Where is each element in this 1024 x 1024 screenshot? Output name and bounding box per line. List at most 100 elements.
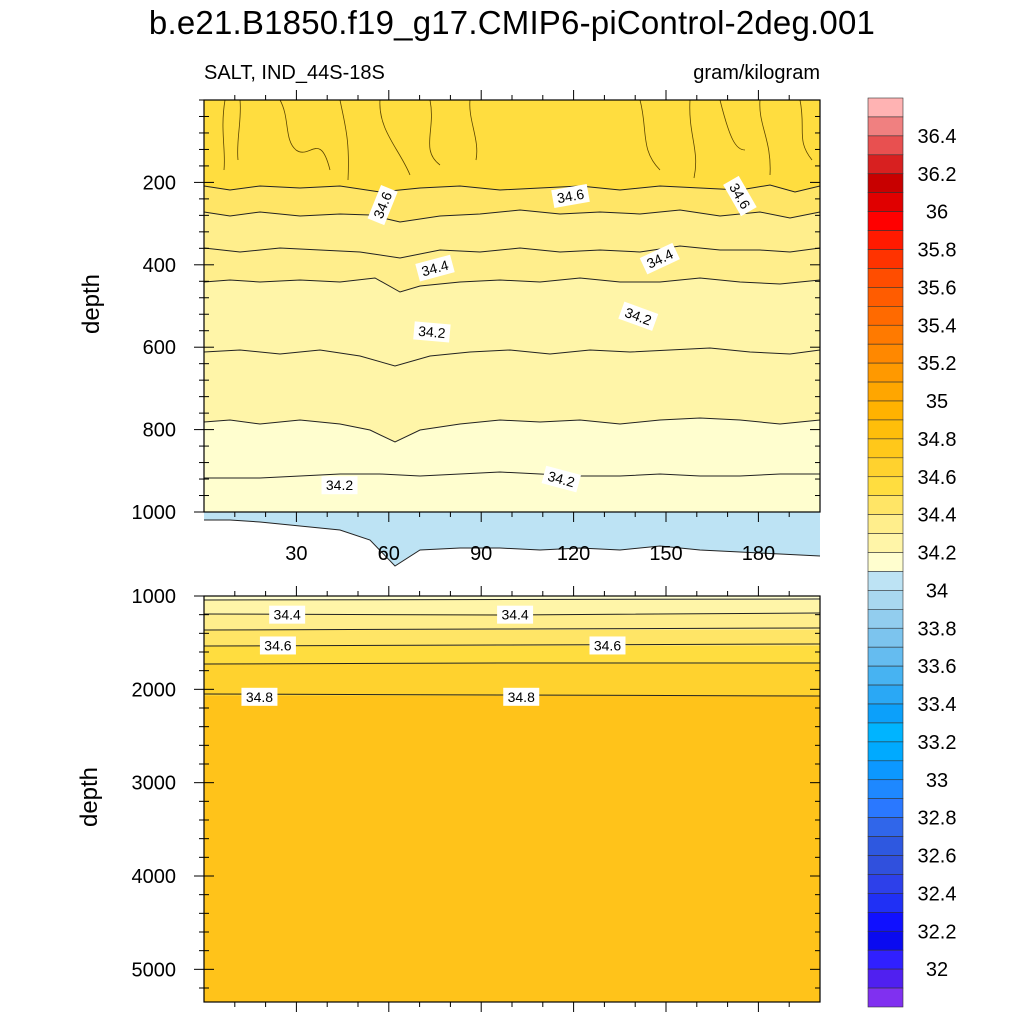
upper-contour-label-bg (723, 175, 757, 217)
colorbar-swatch (867, 798, 904, 818)
colorbar-swatch (867, 381, 904, 402)
upper-contour-label-text: 34.2 (326, 477, 353, 493)
upper-contour-label: 34.2 (413, 321, 451, 343)
variable-subtitle: SALT, IND_44S-18S (204, 62, 385, 84)
lower-band-34-7 (204, 664, 820, 696)
lower-band-34-5 (204, 630, 820, 646)
colorbar-swatch (867, 930, 904, 951)
upper-band-34-5 (204, 185, 820, 222)
upper-contour-label-bg (541, 465, 581, 493)
upper-contour-label-text: 34.2 (418, 323, 447, 341)
colorbar: 36.4 36.2 36 35.8 35.6 35.4 35.2 35 34.8 34.6 34.4… (867, 97, 957, 1008)
colorbar-swatch (867, 287, 904, 307)
colorbar-swatch (867, 665, 904, 686)
lower-contour-label-text: 34.8 (508, 689, 535, 705)
upper-contour (203, 209, 821, 223)
lower-axes: 1000 2000 3000 4000 5000 (132, 586, 820, 1012)
colorbar-swatch (867, 306, 904, 326)
upper-contour-label: 34.2 (541, 465, 581, 493)
lower-contour-label: 34.8 (503, 687, 540, 706)
colorbar-label: 36.4 (918, 126, 957, 148)
colorbar-label: 35.8 (918, 240, 957, 262)
colorbar-label: 35.6 (918, 277, 957, 299)
upper-y-tick-label: 200 (143, 172, 176, 194)
colorbar-swatch (867, 400, 904, 421)
colorbar-label: 33.2 (918, 732, 957, 754)
colorbar-swatch (867, 116, 904, 137)
upper-panel: 34.6 34.6 34.634.4 34.434.234.234.2 34.2 200… (132, 90, 821, 567)
upper-contour-label: 34.6 (551, 184, 590, 208)
upper-contour-label-text: 34.4 (420, 257, 451, 280)
colorbar-label: 36 (926, 202, 948, 224)
colorbar-swatch (867, 211, 904, 231)
lower-contour (203, 662, 820, 665)
upper-contour (204, 471, 820, 479)
lower-contour-label-bg (497, 605, 534, 624)
colorbar-swatch (867, 419, 904, 440)
upper-y-tick-label: 400 (143, 255, 176, 277)
chart-title: b.e21.B1850.f19_g17.CMIP6-piControl-2deg… (148, 4, 876, 41)
colorbar-swatch (867, 230, 904, 250)
colorbar-swatch (867, 722, 904, 743)
lower-y-tick-label: 5000 (132, 959, 177, 981)
colorbar-swatch (867, 590, 904, 610)
colorbar-swatch (867, 836, 904, 856)
lower-contour-label: 34.4 (269, 605, 306, 624)
colorbar-swatch (867, 741, 904, 762)
colorbar-label: 32.6 (918, 846, 957, 868)
upper-contour-label-bg (639, 242, 680, 275)
colorbar-label: 33.6 (918, 656, 957, 678)
lower-contour-label-bg (269, 605, 306, 624)
lower-contour-label-bg (503, 687, 540, 706)
upper-axes: 200 400 600 800 1000 30 60 90 120 150 180 (132, 90, 820, 565)
upper-band-34-4 (204, 210, 820, 292)
colorbar-swatch (867, 684, 904, 705)
upper-contour-label-bg (415, 254, 455, 282)
lower-panel: 34.4 34.4 34.6 34.6 34.8 34.8 1000 2000 3000 400… (132, 586, 821, 1012)
colorbar-label: 35.2 (918, 353, 957, 375)
upper-contour (203, 277, 821, 293)
colorbar-label: 33.8 (918, 618, 957, 640)
upper-x-tick-label: 90 (470, 543, 492, 565)
colorbar-label: 32 (926, 959, 948, 981)
upper-x-tick-label: 180 (742, 543, 775, 565)
colorbar-label: 35.4 (918, 315, 957, 337)
colorbar-swatch (867, 912, 904, 932)
upper-y-tick-label: 1000 (132, 502, 177, 524)
colorbar-swatch (867, 192, 904, 212)
colorbar-swatch (867, 571, 904, 591)
colorbar-swatch (867, 173, 904, 193)
upper-band-deep-34-2 (204, 472, 820, 512)
lower-contour-label: 34.6 (589, 636, 626, 655)
colorbar-label: 34.4 (918, 505, 957, 527)
lower-contour (203, 598, 821, 601)
colorbar-swatch (867, 949, 904, 970)
upper-band-34-3 (204, 278, 820, 442)
upper-contour (203, 245, 821, 259)
upper-contour-label-bg (321, 476, 358, 495)
colorbar-label: 32.8 (918, 808, 957, 830)
colorbar-swatch (867, 135, 904, 156)
colorbar-swatch (867, 154, 904, 175)
colorbar-swatch (867, 968, 904, 989)
colorbar-label: 34.6 (918, 467, 957, 489)
upper-surface-filament (222, 99, 813, 181)
lower-y-tick-label: 3000 (132, 773, 177, 795)
lower-contour-label-bg (241, 687, 278, 706)
colorbar-label: 33 (926, 770, 948, 792)
colorbar-label: 36.2 (918, 164, 957, 186)
colorbar-swatch (867, 249, 904, 269)
units-subtitle: gram/kilogram (693, 62, 820, 84)
upper-contour (203, 347, 821, 367)
upper-contour-label-text: 34.2 (546, 468, 577, 491)
upper-x-tick-label: 60 (378, 543, 400, 565)
lower-contour (203, 643, 821, 647)
upper-contour-label-bg (618, 301, 659, 331)
colorbar-label: 35 (926, 391, 948, 413)
upper-contour-label-bg (367, 184, 398, 226)
colorbar-swatch (867, 495, 904, 515)
lower-y-tick-label: 4000 (132, 866, 177, 888)
colorbar-swatch (867, 855, 904, 875)
upper-x-tick-label: 120 (557, 543, 590, 565)
